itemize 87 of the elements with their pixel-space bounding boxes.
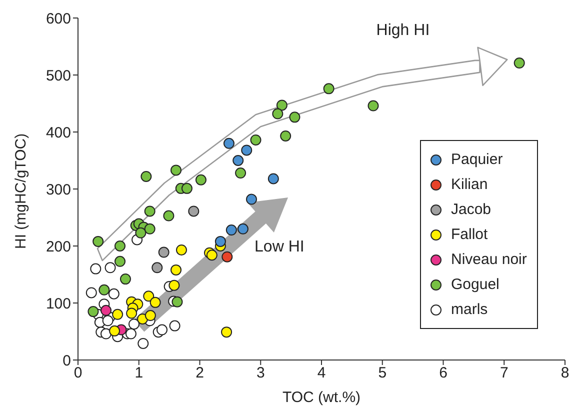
legend-label: Fallot (451, 226, 488, 243)
point (86, 287, 97, 298)
point (214, 236, 226, 247)
point (144, 206, 156, 217)
x-tick-label: 2 (196, 364, 204, 382)
point (169, 320, 180, 332)
point (140, 170, 152, 182)
x-tick-label: 8 (560, 364, 570, 382)
point (181, 182, 192, 194)
point (92, 236, 104, 247)
point (232, 155, 244, 166)
point (235, 168, 246, 179)
point (241, 144, 252, 156)
point (276, 100, 288, 111)
y-tick-label: 600 (46, 10, 71, 28)
x-tick-label: 5 (378, 364, 387, 382)
point (223, 138, 234, 149)
x-tick-label: 1 (134, 364, 144, 382)
legend-label: Paquier (451, 151, 503, 168)
x-tick-label: 4 (317, 364, 326, 382)
y-tick-label: 200 (46, 238, 71, 256)
point (226, 224, 237, 236)
point (102, 315, 114, 326)
point (250, 134, 262, 146)
point (100, 328, 112, 340)
point (268, 173, 279, 184)
point (168, 280, 180, 291)
x-tick-label: 6 (439, 364, 448, 382)
point (135, 227, 146, 238)
point (246, 194, 257, 205)
point (120, 274, 131, 285)
y-axis-title: HI (mgHC/gTOC) (12, 133, 30, 249)
point (206, 250, 218, 261)
point (221, 326, 232, 338)
point (108, 288, 120, 300)
point (137, 313, 148, 324)
point (100, 304, 112, 316)
point (237, 223, 248, 234)
point (170, 164, 182, 176)
point (280, 130, 292, 142)
point (323, 83, 334, 94)
point (104, 262, 116, 274)
y-tick-label: 500 (46, 67, 71, 84)
point (114, 256, 126, 267)
point (143, 290, 154, 302)
point (272, 108, 284, 120)
x-tick-label: 7 (500, 364, 508, 382)
legend-label: Goguel (451, 276, 500, 293)
point (514, 58, 525, 69)
x-axis-title: TOC (wt.%) (282, 389, 361, 406)
point (172, 296, 183, 308)
point (222, 251, 233, 262)
point (125, 328, 136, 340)
y-tick-label: 400 (46, 124, 71, 142)
annotation: Low HI (254, 238, 304, 256)
legend-label: marls (451, 301, 488, 318)
y-tick-label: 100 (46, 295, 71, 312)
point (368, 100, 379, 112)
legend-label: Kilian (451, 176, 488, 193)
point (112, 308, 124, 320)
y-tick-label: 300 (46, 181, 71, 198)
point (152, 262, 163, 274)
point (144, 223, 156, 234)
point (109, 325, 120, 336)
point (114, 240, 126, 252)
point (188, 206, 200, 217)
point (144, 310, 156, 322)
point (128, 318, 140, 330)
point (176, 244, 187, 256)
legend-label: Jacob (451, 201, 492, 218)
point (158, 246, 170, 258)
point (90, 263, 102, 274)
y-tick-label: 0 (62, 352, 71, 370)
x-tick-label: 0 (74, 364, 82, 382)
point (289, 112, 300, 123)
point (88, 306, 99, 318)
point (163, 210, 174, 222)
point (150, 296, 161, 308)
point (156, 324, 168, 336)
legend-label: Niveau noir (451, 251, 527, 268)
point (170, 264, 182, 276)
point (98, 284, 110, 296)
point (126, 308, 138, 319)
x-tick-label: 3 (256, 364, 265, 382)
point (138, 338, 149, 349)
annotation: High HI (376, 22, 430, 40)
point (195, 174, 206, 186)
